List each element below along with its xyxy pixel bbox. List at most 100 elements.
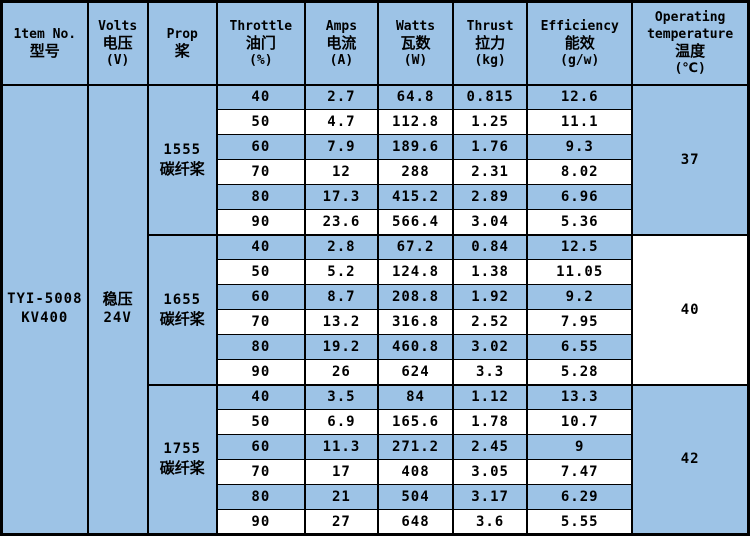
header-line: 桨: [174, 42, 190, 61]
amps-cell: 6.9: [303, 409, 379, 435]
header-line: (V): [105, 52, 130, 68]
header-line: Volts: [98, 18, 138, 34]
efficiency-cell: 5.55: [526, 509, 634, 535]
col-header-watts: Watts 瓦数 (W): [376, 1, 455, 86]
watts-cell: 316.8: [376, 309, 455, 335]
col-header-throttle: Throttle 油门 (%): [215, 1, 306, 86]
prop-cell: 1655 碳纤桨: [146, 233, 218, 385]
prop-line: 碳纤桨: [159, 159, 205, 178]
thrust-cell: 2.31: [452, 159, 529, 185]
amps-cell: 5.2: [303, 259, 379, 285]
amps-cell: 4.7: [303, 109, 379, 135]
thrust-cell: 3.3: [452, 359, 529, 385]
header-line: Operating: [654, 10, 726, 26]
efficiency-cell: 9.2: [526, 284, 634, 310]
throttle-cell: 50: [215, 259, 306, 285]
throttle-cell: 70: [215, 309, 306, 335]
watts-cell: 648: [376, 509, 455, 535]
watts-cell: 624: [376, 359, 455, 385]
efficiency-cell: 11.1: [526, 109, 634, 135]
thrust-cell: 3.17: [452, 484, 529, 510]
throttle-cell: 40: [215, 84, 306, 110]
watts-cell: 415.2: [376, 184, 455, 210]
throttle-cell: 60: [215, 284, 306, 310]
table-row: 80 19.2 460.8 3.02 6.55: [2, 334, 749, 360]
table-row: 90 23.6 566.4 3.04 5.36: [2, 209, 749, 235]
header-line: (W): [403, 52, 428, 68]
header-line: Throttle: [229, 18, 293, 34]
header-line: (%): [249, 52, 273, 68]
efficiency-cell: 6.96: [526, 184, 634, 210]
header-line: Watts: [395, 18, 436, 34]
header-line: 能效: [564, 33, 595, 52]
header-line: Prop: [166, 27, 198, 43]
header-line: (℃): [674, 61, 706, 77]
header-line: (g/w): [560, 52, 600, 68]
watts-cell: 67.2: [376, 233, 455, 260]
watts-cell: 165.6: [376, 409, 455, 435]
amps-cell: 23.6: [303, 209, 379, 235]
thrust-cell: 1.25: [452, 109, 529, 135]
amps-cell: 21: [303, 484, 379, 510]
amps-cell: 7.9: [303, 134, 379, 160]
watts-cell: 84: [376, 383, 455, 410]
amps-cell: 17.3: [303, 184, 379, 210]
throttle-cell: 50: [215, 109, 306, 135]
prop-line: 1655: [163, 291, 202, 308]
table-row: TYI-5008 KV400 稳压 24V 1555 碳纤桨 40 2.7 64…: [0, 84, 750, 535]
throttle-cell: 60: [215, 434, 306, 460]
prop-line: 碳纤桨: [159, 459, 205, 478]
prop-line: 碳纤桨: [159, 309, 205, 328]
thrust-cell: 2.45: [452, 434, 529, 460]
thrust-cell: 3.02: [452, 334, 529, 360]
watts-cell: 460.8: [376, 334, 455, 360]
temperature-cell: 37: [631, 84, 750, 235]
efficiency-cell: 10.7: [526, 409, 634, 435]
amps-cell: 27: [303, 509, 379, 535]
header-line: 型号: [29, 42, 60, 61]
amps-cell: 17: [303, 459, 379, 485]
amps-cell: 26: [303, 359, 379, 385]
throttle-cell: 90: [215, 509, 306, 535]
watts-cell: 504: [376, 484, 455, 510]
thrust-cell: 1.76: [452, 134, 529, 160]
amps-cell: 3.5: [303, 383, 379, 410]
header-row: 1tem No. 型号 Volts 电压 (V) Prop 桨 Throttle…: [0, 1, 750, 86]
volts-line: 24V: [103, 310, 132, 327]
thrust-cell: 1.92: [452, 284, 529, 310]
thrust-cell: 0.84: [452, 233, 529, 260]
item-no-cell: TYI-5008 KV400: [0, 84, 89, 535]
volts-line: 稳压: [102, 290, 133, 309]
watts-cell: 189.6: [376, 134, 455, 160]
amps-cell: 2.8: [303, 233, 379, 260]
table-row: 70 13.2 316.8 2.52 7.95: [2, 309, 749, 335]
efficiency-cell: 5.36: [526, 209, 634, 235]
efficiency-cell: 11.05: [526, 259, 634, 285]
amps-cell: 2.7: [303, 84, 379, 110]
thrust-cell: 3.6: [452, 509, 529, 535]
col-header-efficiency: Efficiency 能效 (g/w): [526, 1, 634, 86]
table-row: 1755 碳纤桨 40 3.5 84 1.12 13.3 42: [2, 383, 750, 535]
efficiency-cell: 6.55: [526, 334, 634, 360]
thrust-cell: 2.52: [452, 309, 529, 335]
temperature-cell: 40: [631, 233, 750, 385]
efficiency-cell: 8.02: [526, 159, 634, 185]
header-line: 拉力: [475, 33, 506, 52]
table-row: 70 12 288 2.31 8.02: [2, 159, 749, 185]
efficiency-cell: 9.3: [526, 134, 634, 160]
throttle-cell: 70: [215, 159, 306, 185]
watts-cell: 288: [376, 159, 455, 185]
thrust-cell: 2.89: [452, 184, 529, 210]
throttle-cell: 50: [215, 409, 306, 435]
table-row: 80 17.3 415.2 2.89 6.96: [2, 184, 749, 210]
prop-line: 1755: [163, 441, 202, 458]
thrust-cell: 1.38: [452, 259, 529, 285]
throttle-cell: 40: [215, 233, 306, 260]
header-line: 温度: [675, 42, 706, 61]
amps-cell: 8.7: [303, 284, 379, 310]
throttle-cell: 60: [215, 134, 306, 160]
item-no-line: KV400: [21, 310, 69, 327]
watts-cell: 408: [376, 459, 455, 485]
table-row: 60 7.9 189.6 1.76 9.3: [2, 134, 749, 160]
